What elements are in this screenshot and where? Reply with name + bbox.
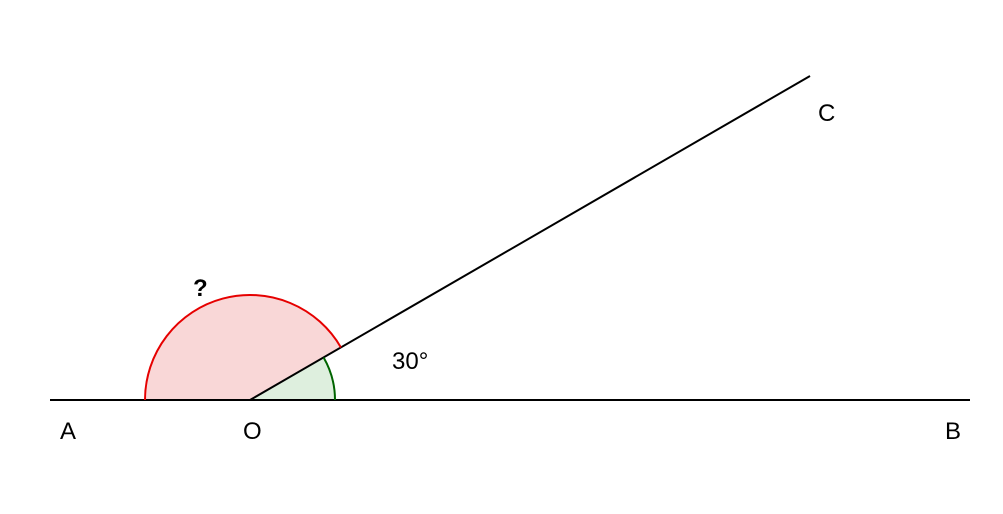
line-oc <box>250 76 810 400</box>
label-o: O <box>243 418 262 446</box>
label-c: C <box>818 100 835 128</box>
geometry-diagram <box>0 0 1003 514</box>
label-angle-30: 30° <box>392 348 428 376</box>
label-angle-unknown: ? <box>193 275 208 303</box>
label-a: A <box>60 418 76 446</box>
label-b: B <box>945 418 961 446</box>
